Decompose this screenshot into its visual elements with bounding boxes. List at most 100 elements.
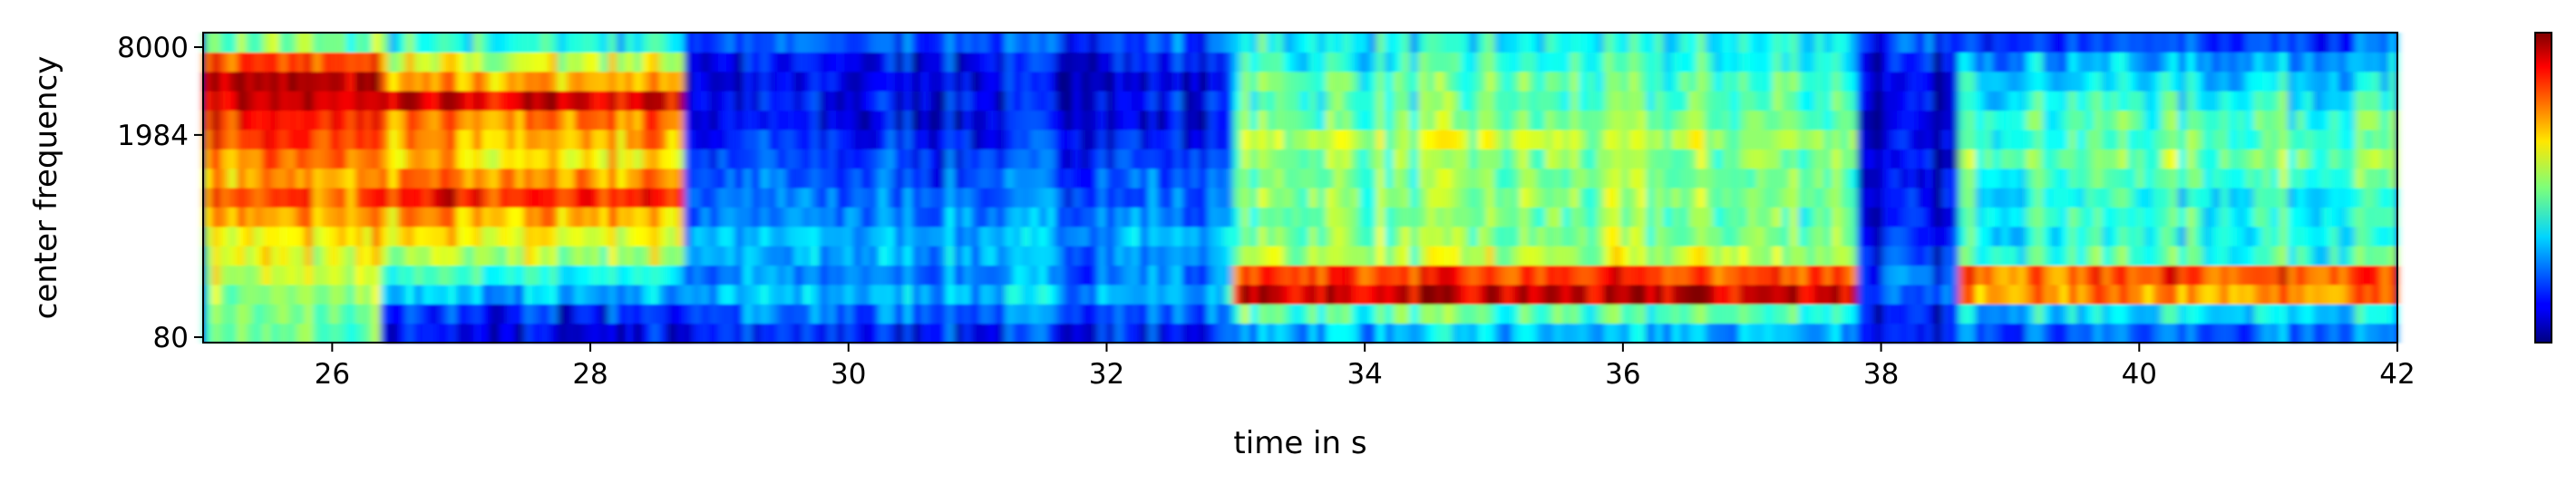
heatmap-cell	[1823, 323, 1832, 344]
heatmap-cell	[2220, 91, 2230, 111]
heatmap-cell	[785, 304, 795, 324]
heatmap-cell	[1612, 188, 1622, 208]
heatmap-cell	[1089, 323, 1099, 344]
heatmap-cell	[1173, 226, 1183, 247]
heatmap-cell	[1823, 284, 1832, 305]
heatmap-cell	[1359, 304, 1369, 324]
heatmap-cell	[785, 188, 795, 208]
heatmap-cell	[617, 226, 626, 247]
heatmap-cell	[878, 149, 888, 169]
heatmap-cell	[481, 188, 491, 208]
heatmap-cell	[1705, 168, 1715, 189]
heatmap-cell	[1924, 207, 1934, 227]
heatmap-cell	[827, 246, 837, 266]
heatmap-cell	[1342, 91, 1352, 111]
heatmap-cell	[372, 91, 382, 111]
heatmap-cell	[861, 265, 870, 286]
heatmap-cell	[2008, 168, 2018, 189]
heatmap-cell	[2296, 129, 2306, 150]
heatmap-cell	[228, 149, 238, 169]
heatmap-cell	[2380, 284, 2390, 305]
heatmap-cell	[2347, 168, 2357, 189]
heatmap-cell	[1207, 246, 1217, 266]
heatmap-cell	[1485, 33, 1495, 53]
heatmap-cell	[1747, 149, 1757, 169]
heatmap-cell	[2076, 71, 2086, 92]
heatmap-cell	[1055, 52, 1064, 73]
heatmap-cell	[2169, 323, 2179, 344]
heatmap-cell	[1714, 149, 1723, 169]
heatmap-cell	[954, 188, 964, 208]
heatmap-cell	[1410, 284, 1419, 305]
heatmap-cell	[2329, 33, 2339, 53]
heatmap-cell	[591, 246, 601, 266]
heatmap-cell	[2304, 207, 2314, 227]
heatmap-cell	[650, 284, 660, 305]
heatmap-cell	[2110, 188, 2120, 208]
heatmap-cell	[1975, 149, 1985, 169]
heatmap-cell	[219, 52, 229, 73]
heatmap-cell	[1199, 168, 1209, 189]
heatmap-cell	[2143, 91, 2153, 111]
heatmap-cell	[625, 71, 635, 92]
heatmap-cell	[2143, 168, 2153, 189]
heatmap-cell	[2304, 110, 2314, 131]
heatmap-cell	[380, 33, 390, 53]
heatmap-cell	[920, 304, 930, 324]
heatmap-cell	[380, 188, 390, 208]
heatmap-cell	[2304, 304, 2314, 324]
heatmap-cell	[2102, 265, 2112, 286]
heatmap-cell	[1520, 284, 1529, 305]
heatmap-cell	[490, 129, 500, 150]
heatmap-cell	[456, 188, 466, 208]
heatmap-cell	[1426, 323, 1436, 344]
heatmap-cell	[1755, 188, 1765, 208]
heatmap-cell	[1477, 129, 1487, 150]
heatmap-cell	[1249, 246, 1259, 266]
heatmap-cell	[1385, 168, 1394, 189]
heatmap-cell	[1275, 188, 1284, 208]
heatmap-cell	[1452, 246, 1462, 266]
heatmap-cell	[2186, 71, 2196, 92]
heatmap-cell	[2000, 110, 2010, 131]
heatmap-cell	[1385, 226, 1394, 247]
heatmap-cell	[1375, 149, 1385, 169]
heatmap-cell	[2034, 246, 2044, 266]
heatmap-cell	[811, 110, 821, 131]
heatmap-cell	[1181, 52, 1191, 73]
heatmap-cell	[1714, 265, 1723, 286]
heatmap-cell	[1207, 149, 1217, 169]
heatmap-cell	[2059, 91, 2069, 111]
heatmap-cell	[1325, 149, 1335, 169]
heatmap-cell	[1705, 110, 1715, 131]
heatmap-cell	[996, 33, 1006, 53]
heatmap-cell	[557, 52, 567, 73]
heatmap-cell	[1165, 52, 1174, 73]
heatmap-cell	[726, 149, 735, 169]
heatmap-cell	[1477, 323, 1487, 344]
x-tick-label: 32	[1089, 358, 1124, 391]
heatmap-cell	[1249, 71, 1259, 92]
heatmap-cell	[971, 149, 980, 169]
heatmap-cell	[776, 246, 786, 266]
heatmap-cell	[413, 149, 423, 169]
heatmap-cell	[1410, 71, 1419, 92]
heatmap-cell	[2093, 304, 2103, 324]
heatmap-cell	[456, 284, 466, 305]
heatmap-cell	[2211, 207, 2221, 227]
heatmap-cell	[2161, 188, 2171, 208]
heatmap-cell	[1064, 52, 1074, 73]
heatmap-cell	[1105, 129, 1115, 150]
heatmap-cell	[1021, 265, 1031, 286]
heatmap-cell	[447, 284, 457, 305]
heatmap-cell	[2304, 91, 2314, 111]
heatmap-cell	[2076, 52, 2086, 73]
heatmap-cell	[1806, 207, 1816, 227]
heatmap-cell	[278, 265, 288, 286]
heatmap-cell	[2085, 149, 2095, 169]
heatmap-cell	[1620, 52, 1630, 73]
heatmap-cell	[768, 265, 778, 286]
heatmap-cell	[1342, 168, 1352, 189]
heatmap-cell	[1705, 91, 1715, 111]
heatmap-cell	[1747, 323, 1757, 344]
